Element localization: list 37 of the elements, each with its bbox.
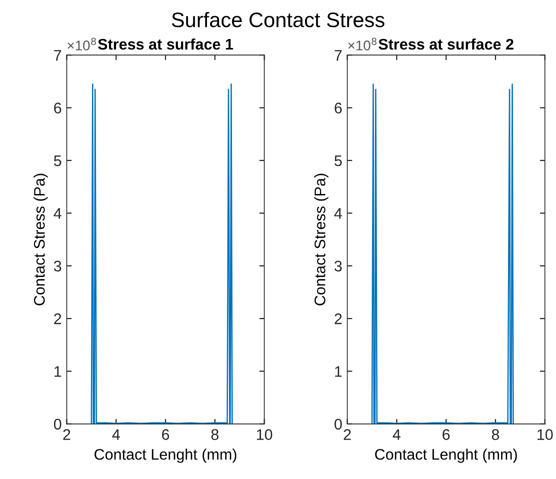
y-tick-label: 4: [54, 208, 62, 219]
x-tick-label: 4: [392, 429, 400, 440]
x-tick-label: 6: [162, 429, 170, 440]
x-tick-label: 10: [256, 429, 272, 440]
x-tick-label: 8: [492, 429, 500, 440]
line-series: [371, 83, 514, 424]
y-tick-label: 3: [334, 260, 342, 272]
y-tick-label: 7: [334, 50, 342, 61]
x-tick-label: 4: [112, 429, 120, 440]
y-tick-label: 3: [54, 260, 62, 272]
x-axis-title: Contact Lenght (mm): [375, 448, 517, 463]
y-tick-label: 6: [54, 102, 62, 114]
y-tick-label: 7: [54, 50, 62, 61]
text: ×10$^{8}$: [68, 38, 96, 50]
y-tick-label: 4: [334, 208, 342, 219]
y-tick-label: 0: [334, 418, 342, 430]
line-series: [90, 83, 233, 424]
chart-title: Stress at surface 2: [378, 38, 514, 50]
x-tick-label: 6: [442, 429, 450, 440]
y-tick-label: 1: [54, 366, 62, 377]
x-axis-title: Contact Lenght (mm): [94, 448, 236, 463]
chart-title: Stress at surface 1: [98, 38, 234, 50]
y-tick-label: 6: [334, 102, 342, 114]
y-axis-title: Contact Stress (Pa): [314, 174, 328, 306]
x-tick-label: 2: [344, 429, 351, 440]
text: ×10$^{8}$: [348, 38, 377, 50]
y-tick-label: 5: [54, 155, 62, 166]
x-tick-label: 10: [538, 429, 553, 440]
y-axis-title: Contact Stress (Pa): [34, 174, 48, 306]
x-tick-label: 8: [211, 429, 218, 440]
y-tick-label: 2: [54, 313, 62, 324]
x-tick-label: 2: [63, 429, 70, 440]
text: Surface Contact Stress: [172, 12, 384, 28]
y-tick-label: 0: [54, 418, 62, 430]
y-tick-label: 2: [334, 313, 342, 324]
y-tick-label: 5: [334, 155, 342, 166]
y-tick-label: 1: [335, 366, 342, 377]
